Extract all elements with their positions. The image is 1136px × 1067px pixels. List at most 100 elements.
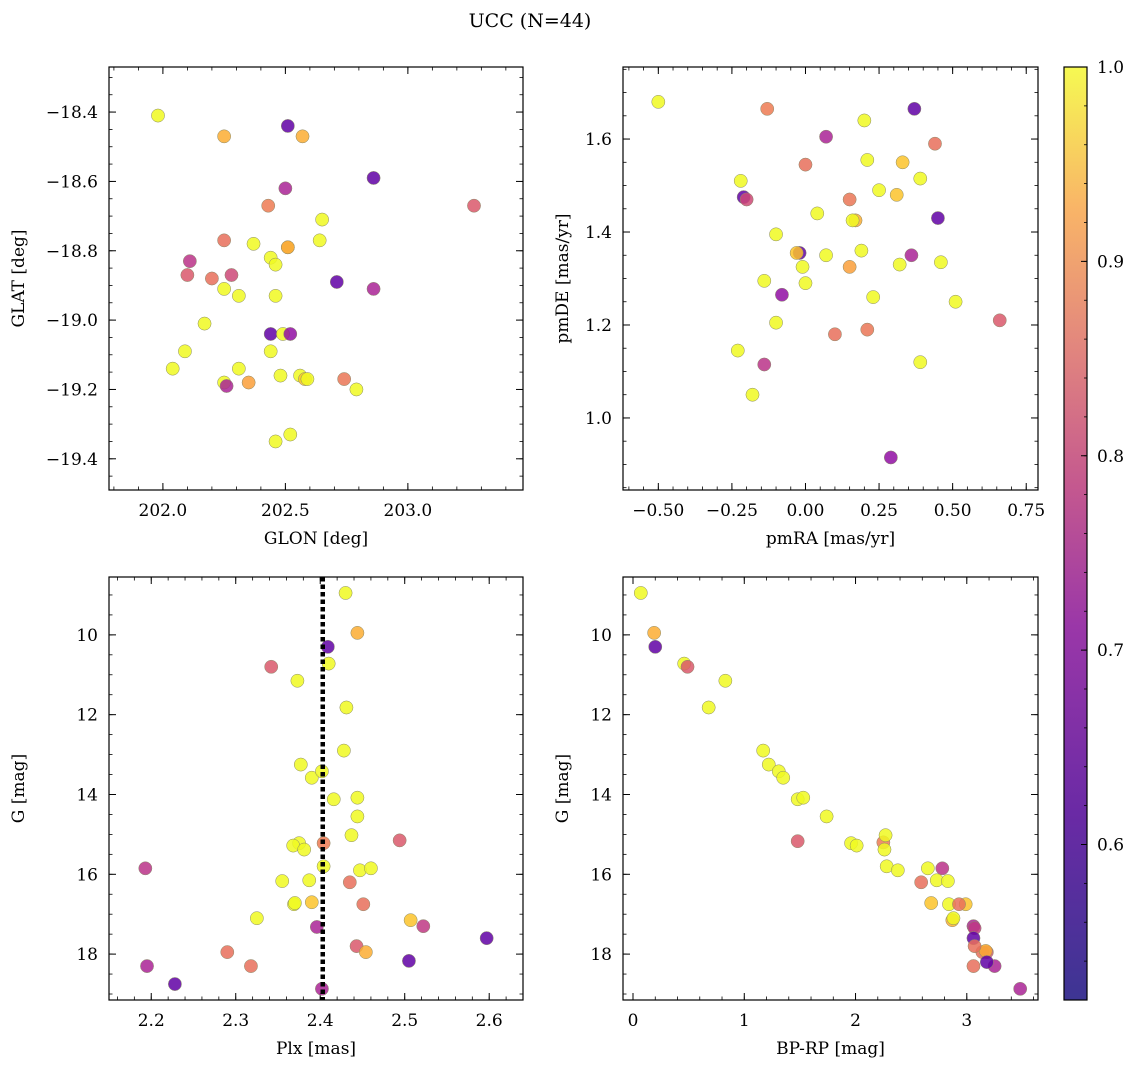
data-point xyxy=(416,919,431,934)
data-point xyxy=(165,361,180,376)
data-point xyxy=(890,863,905,878)
data-point xyxy=(244,959,258,973)
data-point xyxy=(280,119,295,133)
x-tick-label: 1 xyxy=(739,1011,750,1031)
data-point xyxy=(633,586,648,600)
data-point xyxy=(138,861,153,876)
data-point xyxy=(350,626,365,640)
x-tick-label: −0.50 xyxy=(632,501,684,521)
data-point xyxy=(948,294,963,309)
data-point xyxy=(798,157,813,172)
data-point xyxy=(197,316,212,331)
y-tick-label: −19.2 xyxy=(46,380,98,400)
scatter-points xyxy=(651,95,1007,465)
data-point xyxy=(775,287,789,302)
data-point xyxy=(730,343,745,358)
data-point xyxy=(290,673,305,688)
data-point xyxy=(924,896,939,910)
data-point xyxy=(913,171,928,186)
data-point xyxy=(337,743,351,758)
data-point xyxy=(769,315,783,330)
data-point xyxy=(268,434,283,449)
x-tick-label: 202.0 xyxy=(139,501,188,521)
colorbar-tick-label: 0.8 xyxy=(1097,447,1124,467)
data-point xyxy=(860,322,875,337)
data-point xyxy=(883,450,898,465)
y-tick-label: 1.0 xyxy=(585,409,612,429)
data-point xyxy=(350,790,365,805)
data-point xyxy=(217,129,231,144)
data-point xyxy=(304,770,319,785)
data-point xyxy=(992,313,1007,328)
data-point xyxy=(934,255,948,270)
data-point xyxy=(261,198,276,213)
data-point xyxy=(182,254,197,269)
data-point xyxy=(651,95,666,109)
y-tick-label: 14 xyxy=(76,785,98,805)
x-tick-label: 2.2 xyxy=(138,1011,165,1031)
y-tick-label: 18 xyxy=(76,945,98,965)
data-point xyxy=(769,227,783,242)
data-point xyxy=(219,379,234,393)
x-axis-label: Plx [mas] xyxy=(276,1039,356,1059)
data-point xyxy=(358,945,373,959)
data-point xyxy=(877,842,892,857)
data-point xyxy=(849,838,864,853)
y-tick-label: 12 xyxy=(590,706,612,726)
data-point xyxy=(220,945,235,959)
x-tick-label: 2.4 xyxy=(307,1011,334,1031)
data-point xyxy=(338,586,353,600)
y-tick-label: 1.4 xyxy=(585,223,612,243)
data-point xyxy=(921,861,935,876)
data-point xyxy=(828,327,842,342)
data-point xyxy=(680,659,695,674)
data-point xyxy=(967,939,982,953)
data-point xyxy=(952,897,966,912)
y-axis-label: G [mag] xyxy=(553,754,573,823)
data-point xyxy=(857,113,872,128)
x-tick-label: 0.75 xyxy=(1007,501,1045,521)
data-point xyxy=(392,833,407,848)
data-point xyxy=(295,129,310,144)
data-point xyxy=(745,387,760,402)
data-point xyxy=(403,913,418,928)
data-point xyxy=(790,834,805,849)
data-point xyxy=(760,101,775,116)
data-point xyxy=(283,427,298,442)
data-point xyxy=(479,931,494,945)
x-tick-label: 202.5 xyxy=(261,501,310,521)
x-tick-label: 2.3 xyxy=(222,1011,249,1031)
y-tick-label: 14 xyxy=(590,785,612,805)
y-tick-label: 1.6 xyxy=(585,130,612,150)
data-point xyxy=(309,920,324,934)
y-tick-label: −19.4 xyxy=(46,450,98,470)
y-tick-label: 1.2 xyxy=(585,316,612,336)
axes-frame xyxy=(622,576,1039,1001)
data-point xyxy=(263,344,278,359)
x-tick-label: 2.6 xyxy=(476,1011,503,1031)
data-point xyxy=(180,268,195,282)
panel-pm: −0.50 −0.25 0.00 0.25 0.50 0.75 1.0 1.2 1.4 1.6 pm… xyxy=(553,66,1045,549)
data-point xyxy=(914,875,929,890)
data-point xyxy=(845,213,860,228)
data-point xyxy=(733,174,748,188)
x-tick-label: 0.25 xyxy=(860,501,898,521)
data-point xyxy=(819,809,834,824)
data-point xyxy=(842,192,857,207)
data-point xyxy=(366,171,381,185)
data-point xyxy=(819,248,833,263)
panel-plx-g: 2.2 2.3 2.4 2.5 2.6 10 12 14 16 18 Plx [mas] G [mag… xyxy=(9,576,524,1059)
data-point xyxy=(776,770,791,785)
data-point xyxy=(273,368,288,383)
y-tick-label: −18.8 xyxy=(46,242,98,262)
data-point xyxy=(250,911,264,926)
data-point xyxy=(268,257,283,272)
y-tick-label: 18 xyxy=(590,945,612,965)
data-point xyxy=(913,355,928,370)
data-point xyxy=(866,290,881,304)
x-axis-label: BP-RP [mag] xyxy=(776,1039,885,1059)
data-point xyxy=(337,372,352,386)
data-point xyxy=(402,954,416,968)
data-point xyxy=(178,344,192,359)
y-tick-label: 16 xyxy=(76,865,98,885)
